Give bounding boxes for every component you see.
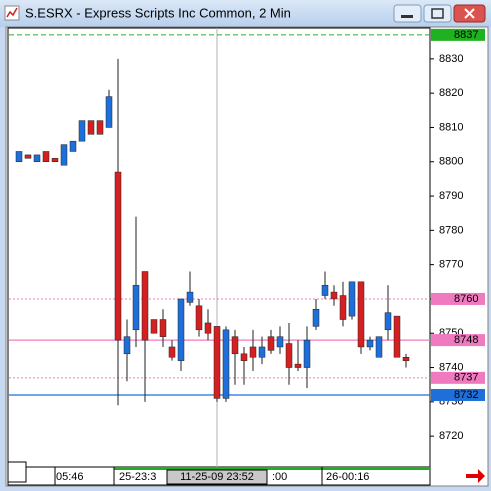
candle-body [69, 140, 77, 152]
scroll-arrow[interactable] [466, 469, 485, 483]
maximize-button[interactable] [423, 4, 452, 23]
candle-body [123, 336, 131, 355]
candle-body [105, 96, 113, 128]
candle-body [240, 353, 248, 361]
x-tick-label: 05:46 [56, 471, 84, 483]
candle-body [159, 319, 167, 337]
candle-body [150, 319, 158, 334]
candle-body [177, 298, 185, 361]
candle-body [384, 312, 392, 331]
y-tick-label: 8790 [439, 190, 463, 202]
candle-body [285, 343, 293, 368]
candle-body [339, 295, 347, 320]
candle-body [303, 339, 311, 368]
y-tick-label: 8800 [439, 156, 463, 168]
candle-body [96, 120, 104, 135]
price-level-tag [431, 371, 485, 384]
window-title: S.ESRX - Express Scripts Inc Common, 2 M… [25, 5, 291, 20]
candle-body [15, 151, 23, 163]
candle-body [204, 322, 212, 334]
candle-body [168, 346, 176, 358]
candle-body [258, 346, 266, 358]
candle-body [78, 120, 86, 142]
candle-body [114, 171, 122, 341]
x-tick-label: 25-23:3 [119, 471, 156, 483]
app-icon-glyph [6, 7, 18, 18]
candle-body [60, 144, 68, 166]
price-level-label: 8837 [454, 29, 478, 41]
candle-body [348, 281, 356, 317]
candle-body [402, 357, 410, 361]
x-tick-label: :00 [272, 471, 287, 483]
minimize-glyph [401, 15, 413, 18]
maximize-glyph [431, 8, 444, 19]
crosshair-label: 11-25-09 23:52 [180, 471, 254, 483]
plot-area [7, 27, 431, 468]
session-bar [114, 467, 430, 470]
candle-body [186, 291, 194, 303]
candle-body [375, 336, 383, 358]
y-tick-label: 8810 [439, 121, 463, 133]
corner-box[interactable] [7, 461, 27, 483]
candle-body [213, 326, 221, 399]
candle-body [312, 308, 320, 327]
candle-body [294, 363, 302, 368]
candle-body [141, 271, 149, 341]
price-level-label: 8748 [454, 334, 478, 346]
price-level-tag [431, 292, 485, 305]
y-tick-label: 8740 [439, 361, 463, 373]
y-tick-label: 8830 [439, 53, 463, 65]
candle-body [249, 346, 257, 358]
candle-body [267, 336, 275, 351]
candle-body [132, 284, 140, 331]
candle-body [366, 339, 374, 348]
candle-body [393, 315, 401, 358]
price-level-tag [431, 388, 485, 401]
candle-body [33, 154, 41, 163]
minimize-button[interactable] [393, 4, 422, 23]
y-tick-label: 8720 [439, 430, 463, 442]
candle-body [42, 151, 50, 163]
price-level-label: 8732 [454, 389, 478, 401]
candle-body [231, 336, 239, 355]
price-level-tag [431, 334, 485, 347]
candle-body [276, 336, 284, 348]
y-tick-label: 8820 [439, 87, 463, 99]
crosshair-tag [166, 469, 268, 485]
candle-body [24, 154, 32, 159]
price-level-tag [431, 28, 485, 41]
close-glyph [464, 8, 475, 19]
y-tick-label: 8770 [439, 259, 463, 271]
candle-body [51, 158, 59, 163]
candle-body [222, 329, 230, 399]
candle-body [330, 291, 338, 300]
candle-body [357, 281, 365, 348]
x-tick-label: 26-00:16 [326, 471, 369, 483]
price-level-label: 8760 [454, 293, 478, 305]
candle-body [321, 284, 329, 296]
y-tick-label: 8780 [439, 224, 463, 236]
candle-body [195, 305, 203, 331]
candle-body [87, 120, 95, 135]
price-level-label: 8737 [454, 372, 478, 384]
